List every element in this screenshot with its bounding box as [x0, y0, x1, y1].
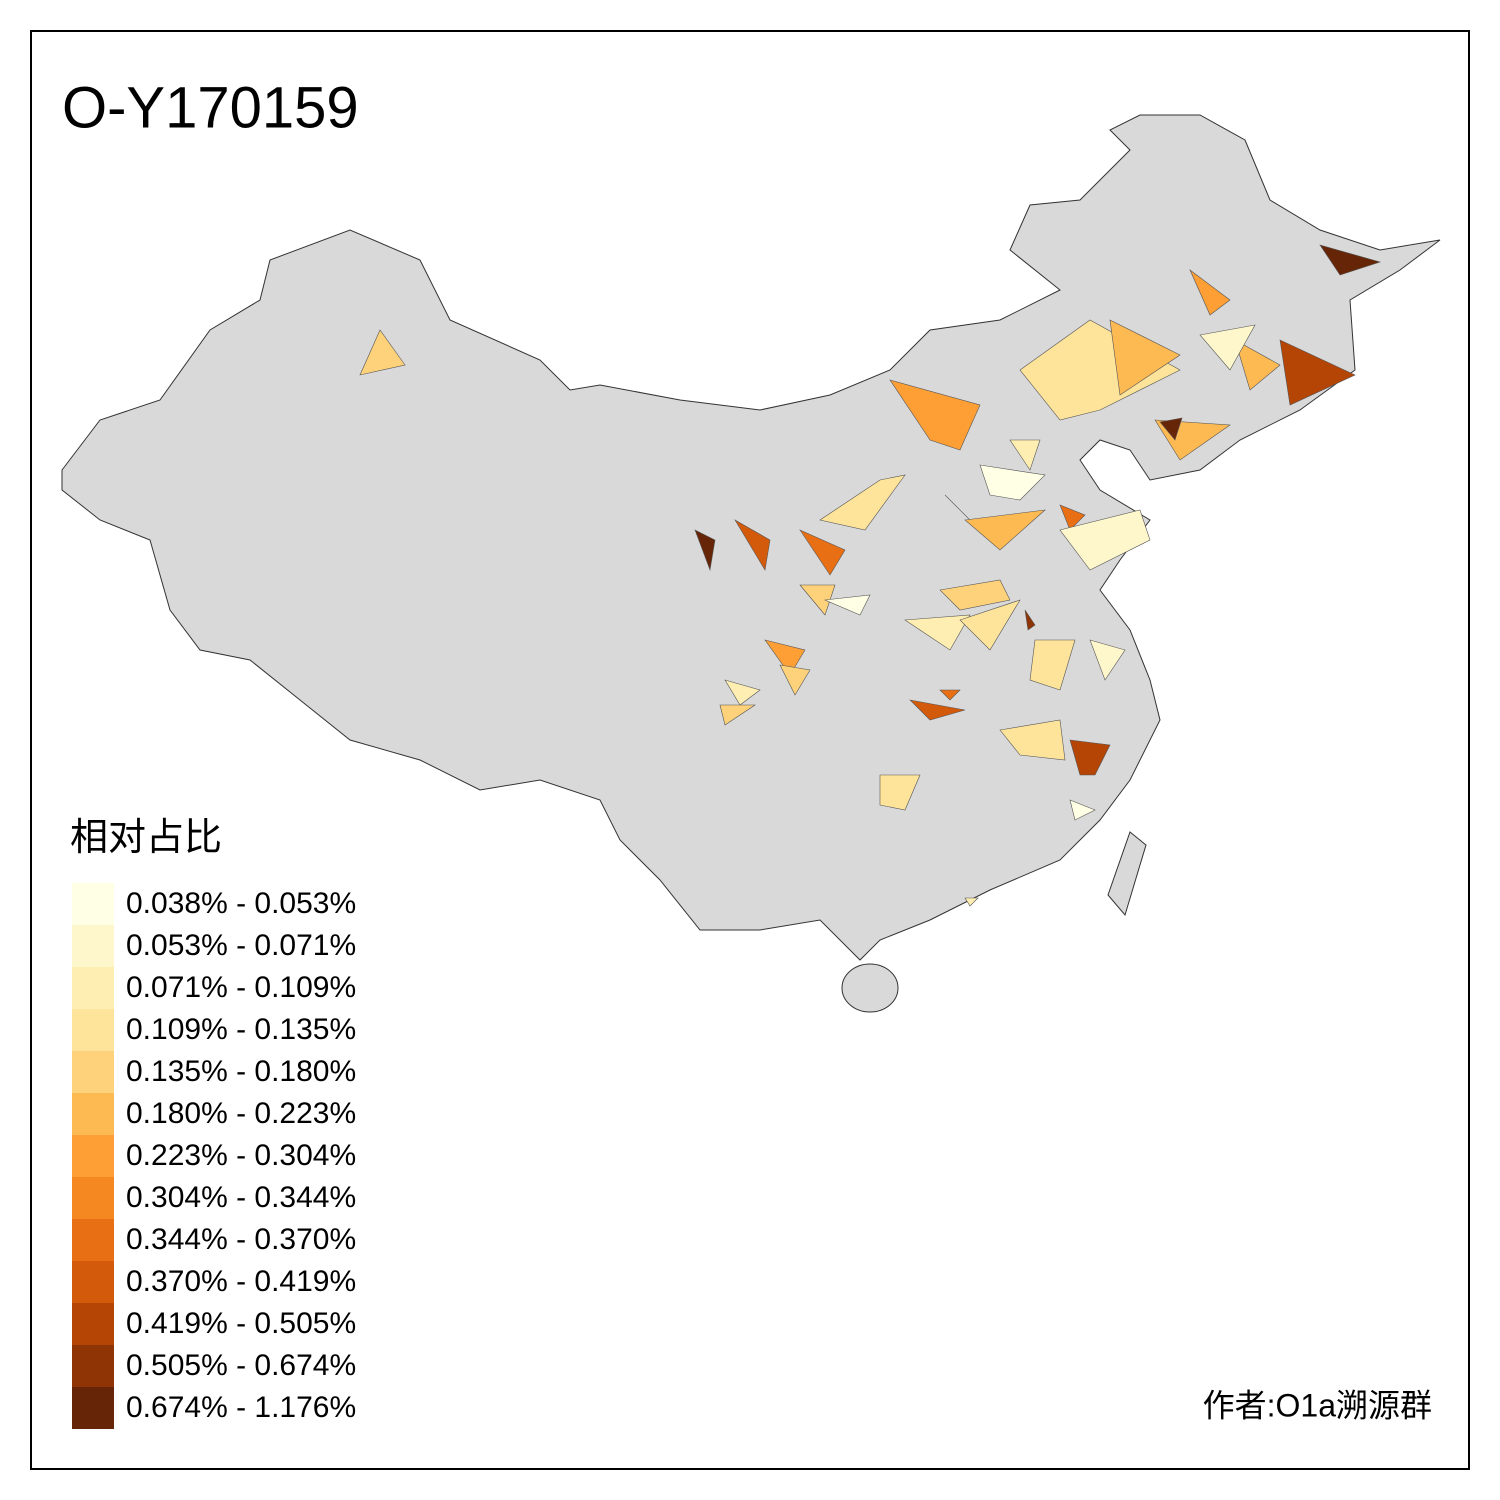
region	[1009, 439, 1041, 471]
legend-label: 0.344% - 0.370%	[126, 1223, 356, 1256]
region	[779, 664, 811, 696]
region	[359, 329, 406, 376]
region	[1234, 339, 1281, 391]
region	[1024, 609, 1036, 631]
region	[1059, 504, 1086, 531]
island	[841, 963, 899, 1013]
island	[1107, 831, 1147, 917]
credit: 作者:O1a溯源群	[1203, 1387, 1432, 1423]
region	[904, 614, 971, 651]
region	[799, 529, 846, 576]
region	[1279, 339, 1356, 406]
legend-swatch	[72, 925, 114, 967]
region	[944, 494, 971, 521]
legend-label: 0.223% - 0.304%	[126, 1139, 356, 1172]
legend-swatch	[72, 1135, 114, 1177]
region	[1159, 417, 1183, 441]
region	[879, 774, 921, 811]
region	[823, 594, 871, 616]
legend-label: 0.180% - 0.223%	[126, 1097, 356, 1130]
legend-label: 0.505% - 0.674%	[126, 1349, 356, 1382]
legend-swatch	[72, 1219, 114, 1261]
legend-label: 0.674% - 1.176%	[126, 1391, 356, 1424]
legend-swatch	[72, 1177, 114, 1219]
region	[694, 529, 716, 572]
region	[1029, 639, 1076, 691]
legend-swatch	[72, 1345, 114, 1387]
region	[999, 719, 1066, 761]
legend-swatch	[72, 1051, 114, 1093]
legend-swatch	[72, 883, 114, 925]
region	[959, 599, 1021, 651]
region	[1019, 319, 1181, 421]
region	[909, 699, 966, 721]
regions	[359, 244, 1382, 907]
legend-label: 0.419% - 0.505%	[126, 1307, 356, 1340]
region	[819, 474, 906, 531]
legend-swatch	[72, 1009, 114, 1051]
region	[719, 704, 756, 726]
region	[724, 679, 761, 706]
region	[1069, 739, 1111, 776]
region	[939, 579, 1011, 611]
legend-label: 0.109% - 0.135%	[126, 1013, 356, 1046]
region	[1319, 244, 1382, 276]
legend-label: 0.071% - 0.109%	[126, 971, 356, 1004]
legend-swatch	[72, 1261, 114, 1303]
region	[1109, 319, 1181, 396]
legend-swatch	[72, 1387, 114, 1429]
legend-title: 相对占比	[70, 817, 222, 859]
legend-label: 0.304% - 0.344%	[126, 1181, 356, 1214]
region	[979, 464, 1046, 501]
region	[1199, 324, 1256, 371]
map-title: O-Y170159	[62, 75, 359, 140]
region	[889, 379, 981, 451]
legend-swatch	[72, 1093, 114, 1135]
region	[1089, 639, 1126, 681]
legend-swatch	[72, 967, 114, 1009]
legend-swatch	[72, 1303, 114, 1345]
legend-label: 0.038% - 0.053%	[126, 887, 356, 920]
legend-label: 0.053% - 0.071%	[126, 929, 356, 962]
region	[1189, 269, 1231, 316]
legend-label: 0.370% - 0.419%	[126, 1265, 356, 1298]
region	[734, 519, 771, 571]
region	[1069, 799, 1096, 821]
region	[964, 897, 979, 907]
region	[764, 639, 806, 676]
legend: 0.038% - 0.053% 0.053% - 0.071% 0.071% - 0…	[72, 883, 356, 1429]
legend-label: 0.135% - 0.180%	[126, 1055, 356, 1088]
region	[1059, 509, 1151, 571]
region	[939, 689, 961, 701]
region	[964, 509, 1046, 551]
